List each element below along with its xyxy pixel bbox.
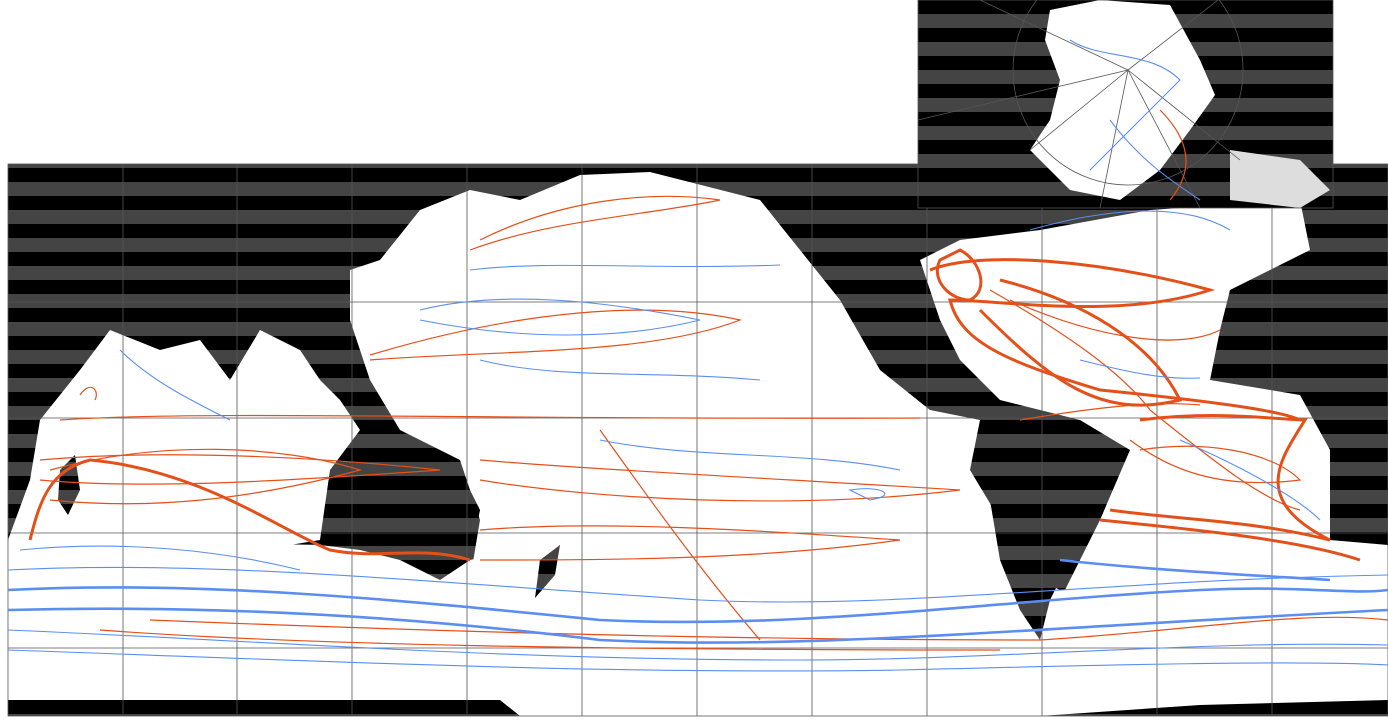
inset-circle: [1012, 0, 1244, 186]
madagascar: [58, 455, 80, 515]
arctic-ocean: [1030, 0, 1215, 200]
arctic-inset: [917, 0, 1334, 209]
inset-grid: [917, 0, 1241, 209]
pacific-ocean: [350, 172, 1010, 640]
new-zealand: [535, 545, 560, 598]
warm-trajectories: [28, 195, 1388, 651]
south-america: [975, 420, 1120, 640]
cold-trajectories: [7, 210, 1388, 672]
main-map: [7, 163, 1388, 717]
atlantic-ocean: [920, 200, 1388, 600]
atlantic-warm: [929, 248, 1361, 562]
indian-ocean: [8, 330, 360, 560]
inset-sea: [1230, 150, 1330, 208]
australia: [320, 460, 480, 580]
